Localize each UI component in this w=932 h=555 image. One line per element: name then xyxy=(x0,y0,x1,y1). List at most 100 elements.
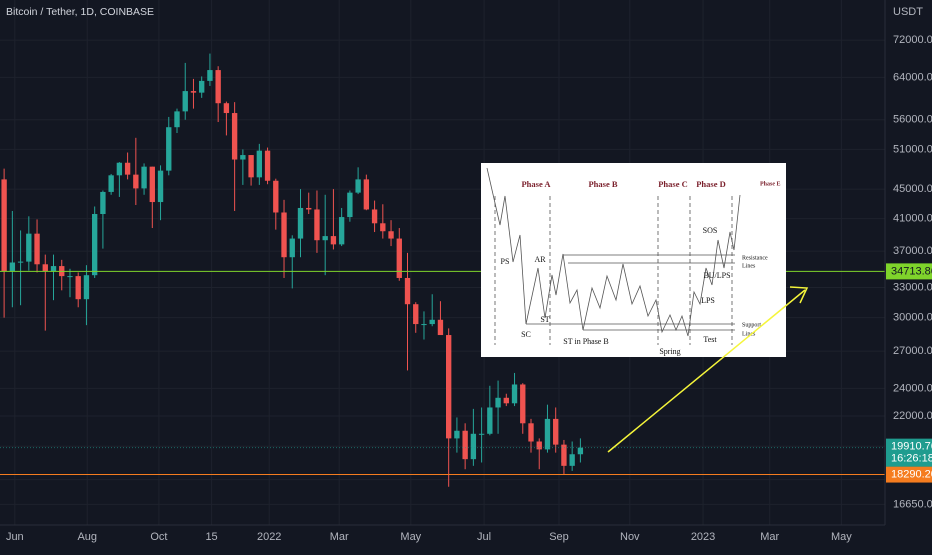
x-tick-label: May xyxy=(400,531,421,543)
inset-label: LPS xyxy=(701,296,715,305)
y-tick-label: 56000.00 xyxy=(893,114,932,126)
x-tick-label: 15 xyxy=(205,531,217,543)
axis-unit: USDT xyxy=(893,6,923,18)
candle-body xyxy=(371,209,378,224)
candle-body xyxy=(388,231,394,239)
candle-body xyxy=(314,209,320,241)
candle-body xyxy=(553,418,559,445)
candle-body xyxy=(91,214,98,276)
x-tick-label: Jul xyxy=(477,531,491,543)
y-tick-label: 16650.00 xyxy=(893,498,932,510)
candle-body xyxy=(470,433,477,460)
candle-body xyxy=(199,80,205,93)
candle-body xyxy=(141,166,147,189)
level-label: 34713.86 xyxy=(891,265,932,277)
inset-label: Phase E xyxy=(760,181,781,187)
candle-body xyxy=(330,236,337,245)
candle-body xyxy=(437,319,444,336)
candle-body xyxy=(248,155,254,178)
x-tick-label: Oct xyxy=(150,531,167,543)
candle-body xyxy=(215,70,221,104)
axes: 16650.0018000.0020000.0022000.0024000.00… xyxy=(6,34,932,543)
x-tick-label: Sep xyxy=(549,531,569,543)
inset-label: Lines xyxy=(742,331,756,337)
candle-body xyxy=(231,113,238,160)
inset-label: Phase D xyxy=(696,179,726,189)
candle-body xyxy=(9,262,16,272)
y-tick-label: 24000.00 xyxy=(893,382,932,394)
inset-label: Phase B xyxy=(588,179,617,189)
candle-body xyxy=(396,238,402,278)
level-label: 18290.20 xyxy=(891,468,932,480)
inset-label: ST in Phase B xyxy=(563,337,608,346)
inset-label: Test xyxy=(703,335,717,344)
candle-body xyxy=(478,433,485,435)
last-price-tag xyxy=(886,438,932,467)
inset-drawing xyxy=(486,167,741,345)
inset-label: ST xyxy=(540,315,549,324)
candle-body xyxy=(34,233,40,265)
candle-body xyxy=(363,179,370,210)
candle-body xyxy=(273,180,279,213)
y-tick-label: 64000.00 xyxy=(893,71,932,83)
candle-body xyxy=(75,276,81,300)
candle-body xyxy=(281,212,287,258)
candle-body xyxy=(50,266,57,272)
candle-body xyxy=(454,430,460,439)
candle-body xyxy=(256,150,263,178)
y-tick-label: 45000.00 xyxy=(893,183,932,195)
candle-body xyxy=(174,111,180,128)
candle-body xyxy=(429,319,435,325)
x-tick-label: May xyxy=(831,531,852,543)
candle-body xyxy=(445,335,452,439)
inset-label: PS xyxy=(501,257,510,266)
candle-body xyxy=(421,324,427,326)
candle-body xyxy=(17,261,24,263)
candle-body xyxy=(297,207,304,239)
wyckoff-inset: Phase A Phase B Phase C Phase D Phase E PS AR S… xyxy=(481,163,786,357)
level-tag xyxy=(886,263,932,280)
candle-body xyxy=(306,207,312,210)
candle-body xyxy=(289,238,295,258)
candle-body xyxy=(495,397,501,408)
candle-body xyxy=(503,397,509,404)
inset-label: SOS xyxy=(703,226,718,235)
candle-body xyxy=(355,179,361,193)
candle-body xyxy=(133,174,139,189)
x-tick-label: 2022 xyxy=(257,531,281,543)
x-tick-label: Nov xyxy=(620,531,640,543)
inset-label: Phase C xyxy=(658,179,688,189)
inset-background xyxy=(481,163,786,357)
candle-body xyxy=(182,91,188,112)
x-tick-label: Aug xyxy=(77,531,97,543)
candle-body xyxy=(528,423,534,442)
inset-label: AR xyxy=(534,255,546,264)
candle-body xyxy=(511,384,518,404)
candles xyxy=(1,53,584,487)
candle-body xyxy=(223,103,230,114)
candle-body xyxy=(264,150,271,181)
candle-body xyxy=(108,175,114,192)
y-tick-label: 51000.00 xyxy=(893,143,932,155)
arrow-head xyxy=(789,286,809,304)
candle-body xyxy=(487,407,493,434)
candle-body xyxy=(569,454,575,466)
last-price-label: 19910.76 xyxy=(891,441,932,453)
candle-body xyxy=(536,441,542,450)
candle-body xyxy=(462,430,468,460)
inset-label: SC xyxy=(521,330,531,339)
candle-body xyxy=(544,418,551,450)
inset-label: Support xyxy=(742,322,761,328)
arrow xyxy=(607,289,806,453)
candle-body xyxy=(404,277,411,305)
candle-body xyxy=(520,384,526,424)
candle-body xyxy=(149,166,155,203)
inset-label: Spring xyxy=(659,347,680,356)
countdown: 16:26:18 xyxy=(891,453,932,465)
x-tick-label: Jun xyxy=(6,531,24,543)
y-tick-label: 72000.00 xyxy=(893,34,932,46)
candle-body xyxy=(190,91,197,93)
level-tag xyxy=(886,466,932,483)
x-tick-label: 2023 xyxy=(691,531,715,543)
